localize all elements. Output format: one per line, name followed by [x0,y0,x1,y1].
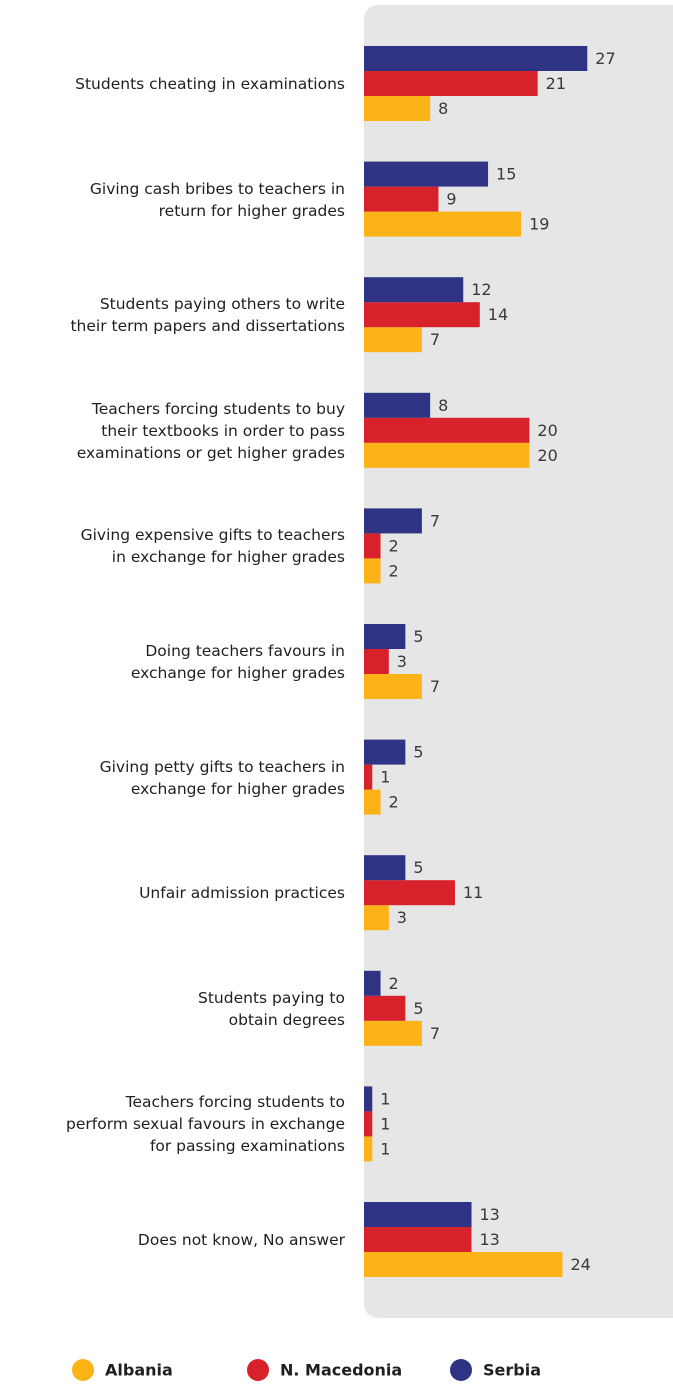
value-label: 3 [397,908,407,927]
value-label: 8 [438,99,448,118]
value-label: 19 [529,215,549,234]
bar [364,764,373,790]
value-label: 14 [488,305,508,324]
bar [364,417,530,443]
bar [364,995,406,1021]
bar [364,1136,373,1162]
value-label: 5 [413,999,423,1018]
category-label: Students paying to obtain degrees [198,988,345,1029]
bar [364,302,480,328]
value-label: 20 [537,421,557,440]
value-label: 5 [413,858,423,877]
value-label: 9 [446,190,456,209]
bar [364,1227,472,1252]
bar [364,186,439,212]
category-label: Does not know, No answer [137,1231,345,1249]
value-label: 21 [546,74,566,93]
bar [364,392,431,418]
category-label: Students cheating in examinations [75,75,345,93]
bar [364,442,530,468]
value-label: 27 [595,49,615,68]
bar [364,71,538,96]
bar [364,1252,563,1277]
bar [364,624,406,649]
bar [364,211,522,237]
legend-label: N. Macedonia [280,1361,402,1380]
value-label: 1 [380,1114,390,1133]
value-label: 15 [496,165,516,184]
plot-panel [364,5,673,1318]
bar [364,649,389,674]
legend-label: Albania [105,1361,173,1380]
legend-swatch [450,1359,472,1381]
legend-swatch [247,1359,269,1381]
bar [364,789,381,815]
value-label: 12 [471,280,491,299]
value-label: 7 [430,677,440,696]
value-label: 3 [397,652,407,671]
bar [364,46,588,71]
bar [364,905,389,931]
bar [364,96,431,121]
value-label: 1 [380,1139,390,1158]
bar [364,327,422,353]
value-label: 7 [430,1024,440,1043]
bar [364,739,406,765]
value-label: 2 [389,561,399,580]
value-label: 20 [537,446,557,465]
value-label: 24 [570,1255,590,1274]
value-label: 2 [389,974,399,993]
bar [364,277,464,303]
category-label: Students paying others to write their te… [70,295,345,336]
value-label: 2 [389,536,399,555]
legend-label: Serbia [483,1361,541,1380]
bar [364,508,422,534]
value-label: 13 [480,1205,500,1224]
category-label: Unfair admission practices [139,884,345,903]
bar [364,674,422,699]
bar [364,1202,472,1227]
bar [364,533,381,559]
bar [364,970,381,996]
value-label: 5 [413,743,423,762]
value-label: 8 [438,396,448,415]
category-label: Giving petty gifts to teachers in exchan… [99,757,345,798]
value-label: 1 [380,768,390,787]
category-label: Doing teachers favours in exchange for h… [130,642,345,682]
bar [364,161,489,187]
bar [364,558,381,584]
value-label: 5 [413,627,423,646]
category-label: Teachers forcing students to perform sex… [66,1093,345,1156]
category-label: Teachers forcing students to buy their t… [76,399,345,462]
category-label: Giving expensive gifts to teachers in ex… [80,526,345,567]
value-label: 7 [430,330,440,349]
bar [364,1020,422,1046]
value-label: 2 [389,793,399,812]
category-label: Giving cash bribes to teachers in return… [89,179,345,220]
bar [364,855,406,881]
value-label: 13 [480,1230,500,1249]
value-label: 7 [430,511,440,530]
bar [364,880,455,906]
value-label: 1 [380,1089,390,1108]
value-label: 11 [463,883,483,902]
bar [364,1086,373,1112]
legend-swatch [72,1359,94,1381]
bar [364,1111,373,1137]
